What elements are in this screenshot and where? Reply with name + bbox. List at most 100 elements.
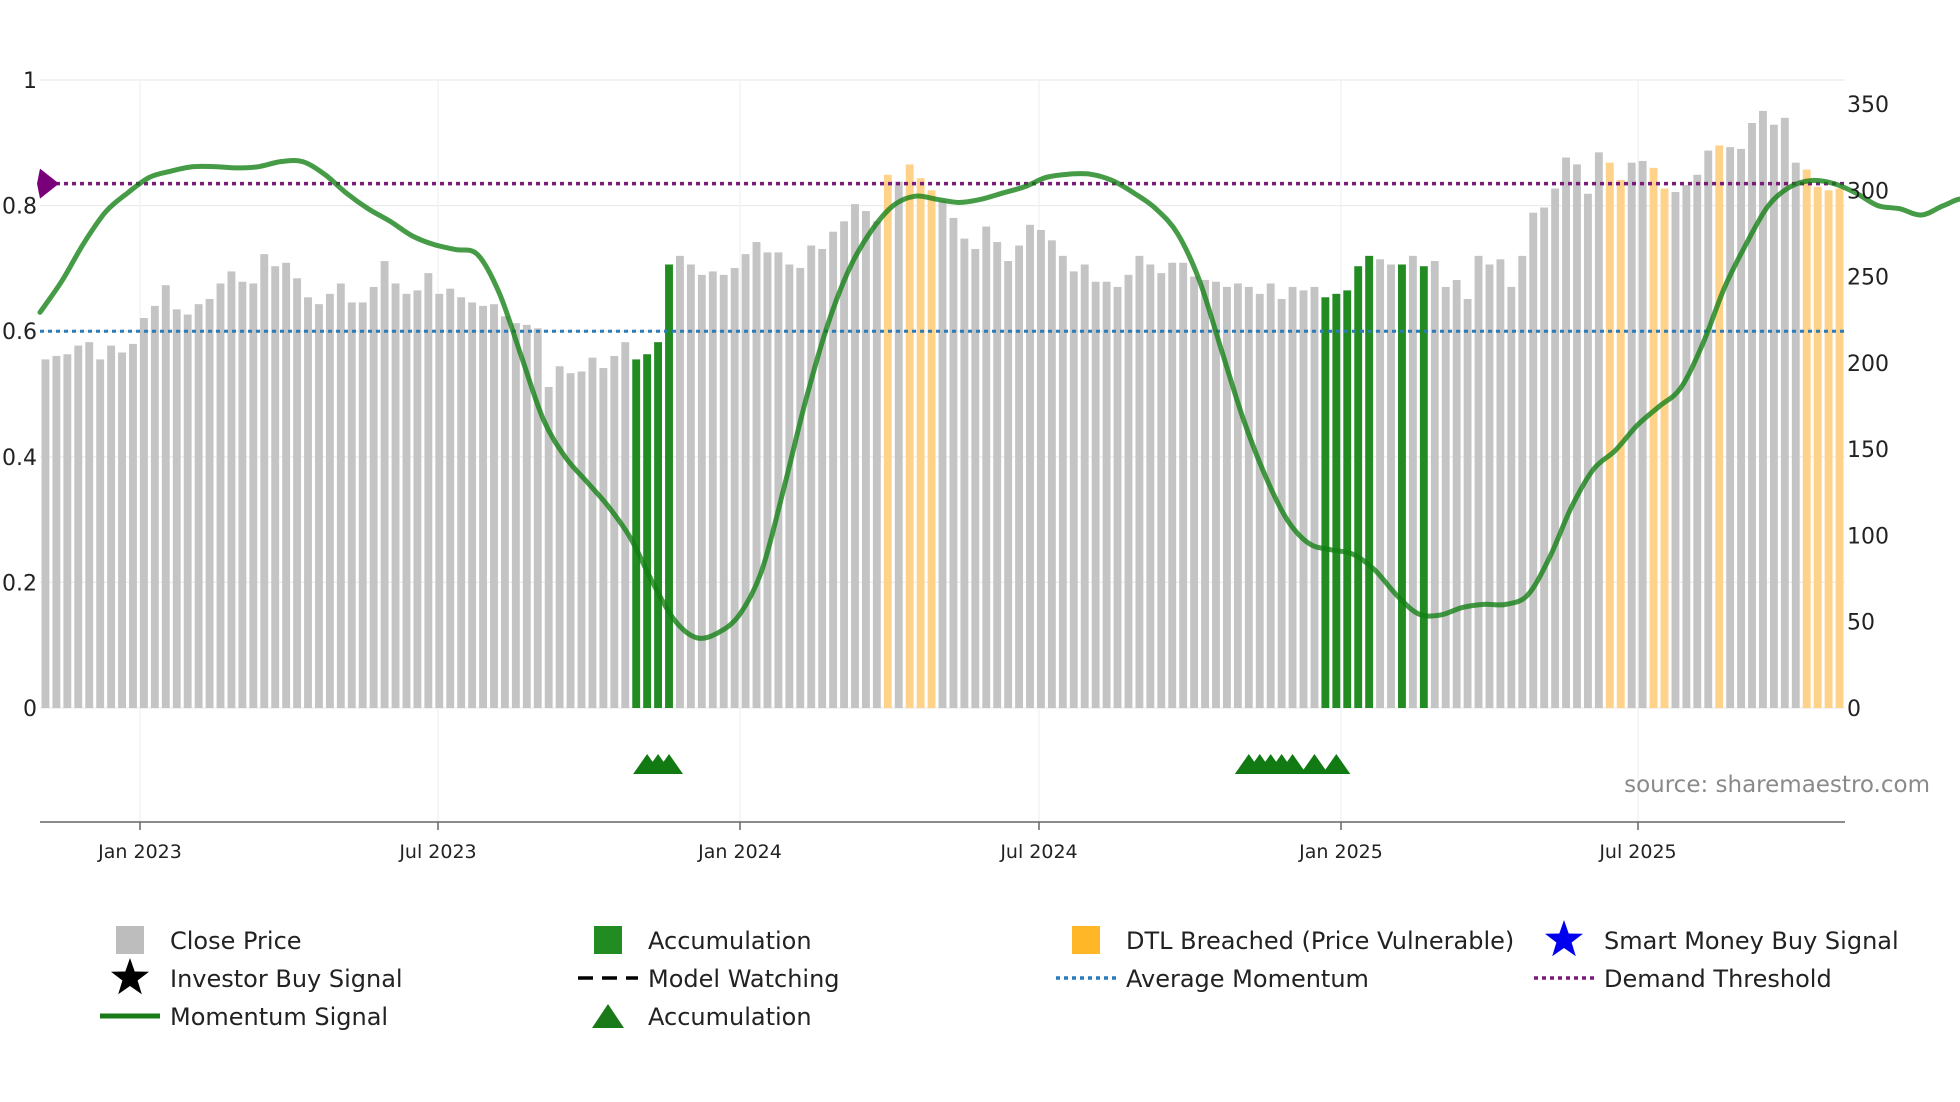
close-price-bar [271, 266, 280, 708]
accumulation-bar [643, 354, 652, 708]
legend-label: Accumulation [648, 1003, 812, 1031]
close-price-bar [1594, 152, 1603, 708]
legend: Close Price Accumulation DTL Breached (Pri… [100, 920, 1899, 1031]
dtl-breached-bar [916, 178, 925, 709]
close-price-bar [1430, 261, 1439, 708]
close-price-bar [829, 231, 838, 708]
close-price-bar [1277, 299, 1286, 708]
close-price-bar [369, 286, 378, 708]
close-price-bar [457, 297, 466, 708]
close-price-bar [1266, 283, 1275, 708]
close-price-bar [544, 387, 553, 708]
x-tick-label: Jan 2024 [697, 841, 782, 863]
legend-item: Accumulation [594, 926, 812, 955]
close-price-bar [1146, 264, 1155, 708]
close-price-bar [402, 293, 411, 708]
legend-star-icon [1545, 920, 1583, 957]
momentum-signal-series [37, 157, 1960, 641]
y-left-tick-label: 0 [23, 697, 37, 722]
close-price-bar [818, 248, 827, 708]
close-price-bar [1244, 286, 1253, 708]
close-price-bar [304, 297, 312, 708]
close-price-bar [730, 267, 739, 708]
close-price-bar [1562, 157, 1570, 709]
legend-item: Investor Buy Signal [111, 958, 403, 995]
close-price-bar [1474, 255, 1483, 708]
close-price-bar [1288, 286, 1297, 708]
close-price-bar [85, 342, 94, 708]
close-price-bar [1310, 286, 1319, 708]
y-right-tick-label: 300 [1847, 179, 1889, 204]
close-price-bar [161, 285, 170, 708]
close-price-bar [1769, 124, 1778, 709]
close-price-bar [752, 242, 761, 709]
close-price-bar [96, 359, 105, 708]
close-price-bar [697, 274, 706, 708]
close-price-bar [1463, 299, 1472, 708]
close-price-bar [840, 221, 848, 708]
close-price-bar [216, 283, 225, 708]
close-price-bar [577, 371, 586, 708]
legend-item: Average Momentum [1056, 965, 1369, 993]
close-price-bar [358, 302, 367, 708]
close-price-bar [194, 304, 203, 708]
accumulation-bar [1398, 264, 1406, 708]
close-price-bar [971, 248, 980, 708]
legend-label: Momentum Signal [170, 1003, 388, 1031]
close-price-bar [1627, 162, 1636, 708]
close-price-bar [435, 293, 444, 708]
dtl-breached-bar [1824, 190, 1833, 709]
close-price-bar [74, 345, 83, 708]
close-price-bar [150, 305, 159, 708]
y-right-tick-label: 0 [1847, 697, 1861, 722]
close-price-bar [1201, 280, 1209, 708]
legend-swatch [116, 926, 144, 954]
accumulation-bar [654, 342, 663, 708]
close-price-bar [1015, 245, 1024, 708]
close-price-bar [894, 181, 903, 708]
close-price-bar [118, 352, 126, 708]
dtl-breached-bar [1649, 167, 1658, 708]
close-price-bar [1168, 262, 1177, 708]
close-price-bar [741, 254, 750, 708]
dtl-breached-bar [1605, 162, 1614, 708]
dtl-breached-bar [1660, 188, 1669, 708]
close-price-bar [315, 304, 323, 708]
accumulation-bar [665, 264, 673, 708]
close-price-bar [1113, 286, 1122, 708]
y-left-tick-label: 0.4 [2, 446, 37, 471]
close-price-bar [774, 252, 783, 708]
close-price-bar [938, 200, 947, 708]
close-price-bar [1190, 276, 1199, 708]
legend-label: Model Watching [648, 965, 840, 993]
close-price-bar [1080, 264, 1089, 708]
close-price-bar [1387, 264, 1395, 708]
legend-item: Model Watching [578, 965, 840, 993]
close-price-bar [686, 264, 695, 708]
close-price-bar [1026, 224, 1034, 709]
y-left-tick-label: 0.8 [2, 195, 37, 220]
close-price-bar [282, 262, 291, 708]
close-price-bar [1791, 162, 1800, 708]
close-price-bar [1529, 212, 1538, 708]
close-price-bar [139, 317, 148, 708]
close-price-bar [1759, 110, 1767, 709]
close-price-bar [1551, 188, 1560, 708]
y-right-tick-label: 50 [1847, 611, 1875, 636]
accumulation-marker [1300, 754, 1329, 774]
accumulation-bar [1354, 266, 1363, 708]
close-price-bar [763, 252, 772, 708]
close-price-bar [949, 217, 958, 708]
close-price-bar [293, 278, 302, 708]
y-left-tick-label: 1 [23, 69, 37, 94]
dtl-breached-bar [905, 164, 914, 708]
close-price-bar [1638, 160, 1647, 708]
legend-item: Smart Money Buy Signal [1545, 920, 1899, 957]
close-price-bar [336, 283, 345, 708]
close-price-bar [1058, 255, 1067, 708]
legend-item: Momentum Signal [100, 1003, 388, 1031]
close-price-bar [391, 283, 400, 708]
close-price-bar [413, 290, 422, 708]
dtl-breached-bar [883, 174, 892, 709]
source-label: source: sharemaestro.com [1624, 772, 1930, 798]
